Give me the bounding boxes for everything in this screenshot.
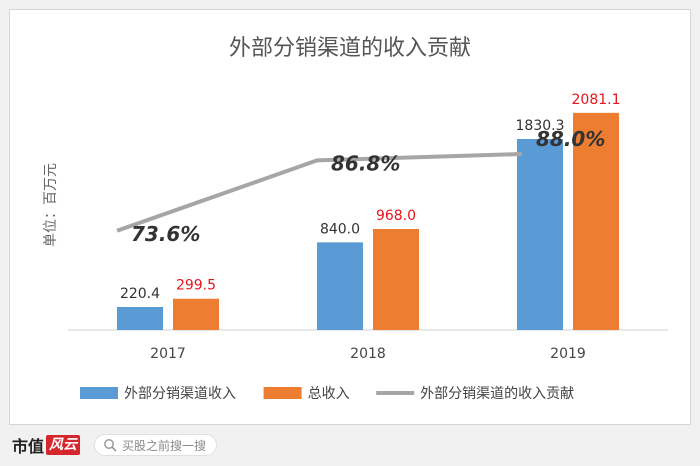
x-tick-label: 2017 — [150, 346, 186, 362]
brand-mark: 风云 — [46, 435, 81, 455]
brand-logo[interactable]: 市值 风云 — [12, 433, 81, 457]
x-tick-label: 2019 — [550, 346, 586, 362]
legend-swatch — [80, 387, 118, 399]
x-tick-label: 2018 — [350, 346, 386, 362]
bar — [373, 228, 419, 330]
bar-data-label: 1830.3 — [516, 118, 565, 134]
legend: 外部分销渠道收入 总收入 外部分销渠道的收入贡献 — [80, 386, 574, 402]
bar-data-label: 968.0 — [376, 208, 416, 224]
bar — [573, 112, 619, 330]
legend-item: 外部分销渠道的收入贡献 — [376, 386, 574, 402]
bar — [117, 307, 163, 330]
legend-label: 外部分销渠道的收入贡献 — [420, 386, 574, 402]
legend-item: 外部分销渠道收入 — [80, 386, 236, 402]
line-series — [116, 152, 523, 233]
legend-swatch — [263, 387, 302, 399]
search-box[interactable]: 买股之前搜一搜 — [94, 434, 217, 456]
bar-data-label: 299.5 — [176, 278, 216, 294]
bar — [317, 242, 363, 330]
chart-title: 外部分销渠道的收入贡献 — [229, 36, 471, 61]
search-placeholder: 买股之前搜一搜 — [122, 438, 207, 453]
legend-label: 总收入 — [308, 386, 350, 402]
bar — [517, 139, 563, 330]
line-data-label: 86.8% — [331, 151, 400, 175]
brand-name: 市值 — [12, 437, 45, 456]
bar-data-label: 2081.1 — [572, 92, 621, 108]
line-data-label: 88.0% — [536, 127, 605, 151]
line-data-label: 73.6% — [131, 222, 200, 246]
plot-area: 2017 2018 2019 220.4 299.5 840.0 968.0 1830.3 20… — [68, 92, 668, 362]
bar-data-label: 220.4 — [120, 286, 160, 302]
search-icon — [104, 439, 117, 452]
bar-data-label: 840.0 — [320, 221, 360, 237]
chart: 外部分销渠道的收入贡献 单位：百万元 2017 2018 2019 220.4 299.… — [43, 36, 668, 402]
footer-bar: 市值 风云 买股之前搜一搜 — [0, 425, 700, 466]
bar — [173, 298, 219, 330]
legend-label: 外部分销渠道收入 — [124, 386, 236, 402]
legend-item: 总收入 — [263, 386, 350, 402]
y-axis-label: 单位：百万元 — [43, 163, 59, 247]
